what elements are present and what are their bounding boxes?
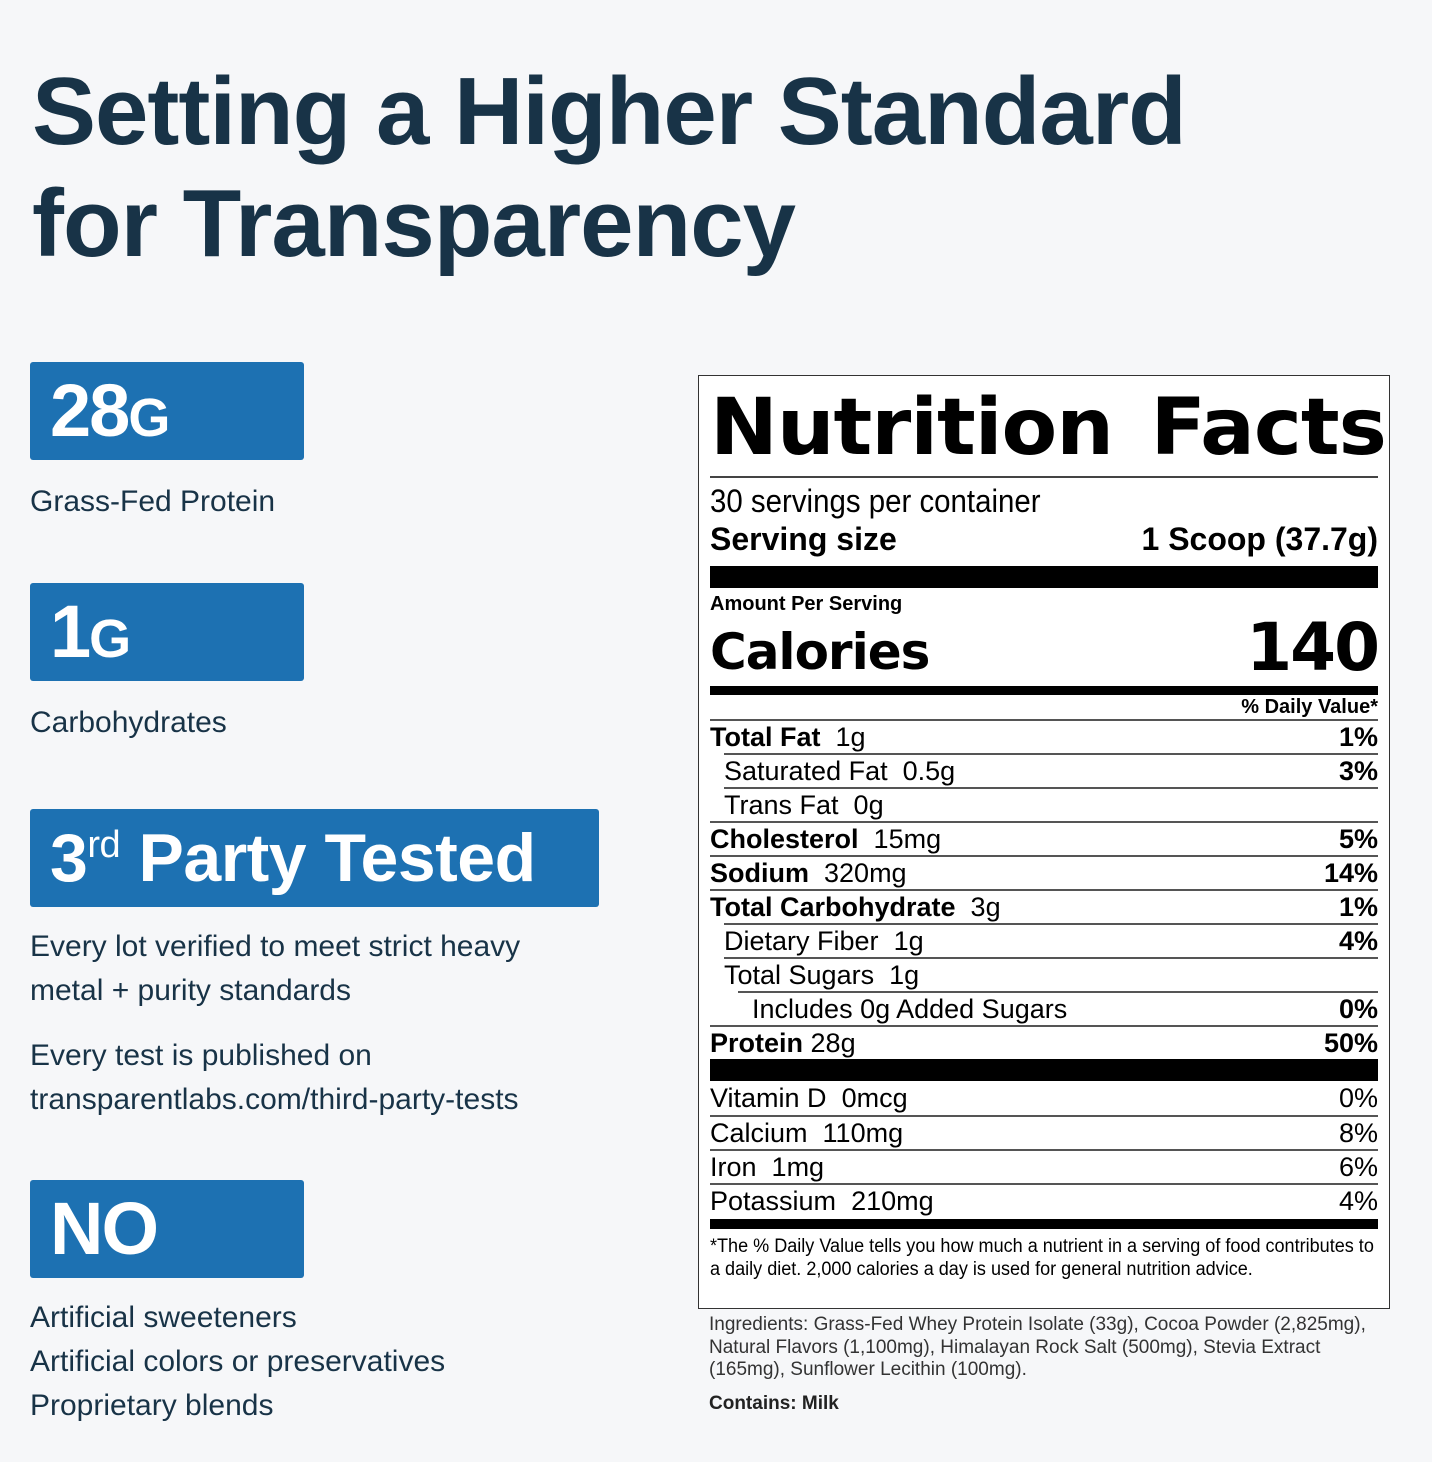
nutrient-row-total-fat: Total Fat 1g 1% (710, 719, 1378, 753)
vitamin-row-potassium: Potassium 210mg 4% (710, 1183, 1378, 1217)
calories-value: 140 (1246, 609, 1380, 686)
headline-line-1: Setting a Higher Standard (32, 58, 1187, 165)
third-party-number: 3 (50, 820, 88, 896)
calories-label: Calories (710, 623, 930, 681)
allergen-statement: Contains: Milk (709, 1393, 839, 1414)
no-additives-badge: NO (30, 1180, 304, 1278)
nutrient-row-sodium: Sodium 320mg 14% (710, 855, 1378, 889)
nutrition-facts-panel: Nutrition Facts 30 servings per containe… (698, 375, 1390, 1309)
medium-divider (710, 686, 1378, 695)
headline-line-2: for Transparency (32, 170, 796, 277)
third-party-tested-badge: 3rd Party Tested (30, 809, 599, 907)
protein-badge: 28G (30, 362, 304, 460)
thick-divider (710, 566, 1378, 588)
carbohydrates-caption: Carbohydrates (30, 706, 227, 739)
calories-row: Calories 140 (710, 609, 1380, 686)
third-party-description-line-2: metal + purity standards (30, 974, 351, 1007)
nutrient-row-saturated-fat: Saturated Fat 0.5g 3% (724, 753, 1378, 787)
vitamin-row-calcium: Calcium 110mg 8% (710, 1115, 1378, 1149)
daily-value-footnote: *The % Daily Value tells you how much a … (710, 1236, 1374, 1280)
serving-size-value: 1 Scoop (37.7g) (1141, 521, 1379, 557)
nutrient-row-dietary-fiber: Dietary Fiber 1g 4% (724, 923, 1378, 957)
divider (710, 476, 1378, 478)
heavy-divider (710, 1219, 1378, 1229)
nutrient-row-trans-fat: Trans Fat 0g (724, 787, 1378, 821)
third-party-superscript: rd (87, 824, 121, 866)
nutrient-row-protein: Protein 28g 50% (710, 1025, 1378, 1059)
ingredients-list: Ingredients: Grass-Fed Whey Protein Isol… (709, 1314, 1366, 1380)
no-additives-item: Artificial colors or preservatives (30, 1345, 446, 1378)
protein-badge-unit: G (128, 388, 171, 448)
vitamin-row-iron: Iron 1mg 6% (710, 1149, 1378, 1183)
vitamin-row-vitamin-d: Vitamin D 0mcg 0% (710, 1082, 1378, 1113)
no-additives-item: Proprietary blends (30, 1389, 274, 1422)
no-additives-list: Artificial sweeteners Artificial colors … (30, 1296, 445, 1428)
nutrition-facts-title: Nutrition Facts (710, 383, 1387, 473)
serving-size-label: Serving size (710, 521, 897, 557)
carbohydrates-badge-value: 1 (50, 590, 91, 673)
amount-per-serving: Amount Per Serving (710, 593, 903, 615)
third-party-description: Every lot verified to meet strict heavy … (30, 925, 520, 1013)
nutrient-row-total-sugars: Total Sugars 1g (724, 957, 1378, 991)
protein-caption: Grass-Fed Protein (30, 485, 276, 518)
protein-badge-value: 28 (50, 369, 130, 452)
published-tests-note: Every test is published on transparentla… (30, 1034, 519, 1122)
servings-per-container: 30 servings per container (710, 483, 1041, 519)
published-tests-line-1: Every test is published on (30, 1039, 372, 1072)
daily-value-header: % Daily Value* (1241, 696, 1378, 718)
thick-divider (710, 1059, 1378, 1081)
third-party-description-line-1: Every lot verified to meet strict heavy (30, 930, 521, 963)
nutrient-row-cholesterol: Cholesterol 15mg 5% (710, 821, 1378, 855)
nutrient-row-total-carbohydrate: Total Carbohydrate 3g 1% (710, 889, 1378, 923)
no-additives-badge-value: NO (50, 1187, 159, 1270)
third-party-label: Party Tested (120, 820, 537, 896)
nutrient-row-added-sugars: Includes 0g Added Sugars 0% (738, 991, 1378, 1025)
carbohydrates-badge-unit: G (89, 609, 132, 669)
page-headline: Setting a Higher Standard for Transparen… (32, 56, 1332, 280)
published-tests-link[interactable]: transparentlabs.com/third-party-tests (30, 1083, 519, 1116)
serving-size-row: Serving size 1 Scoop (37.7g) (710, 520, 1378, 558)
no-additives-item: Artificial sweeteners (30, 1301, 297, 1334)
carbohydrates-badge: 1G (30, 583, 304, 681)
